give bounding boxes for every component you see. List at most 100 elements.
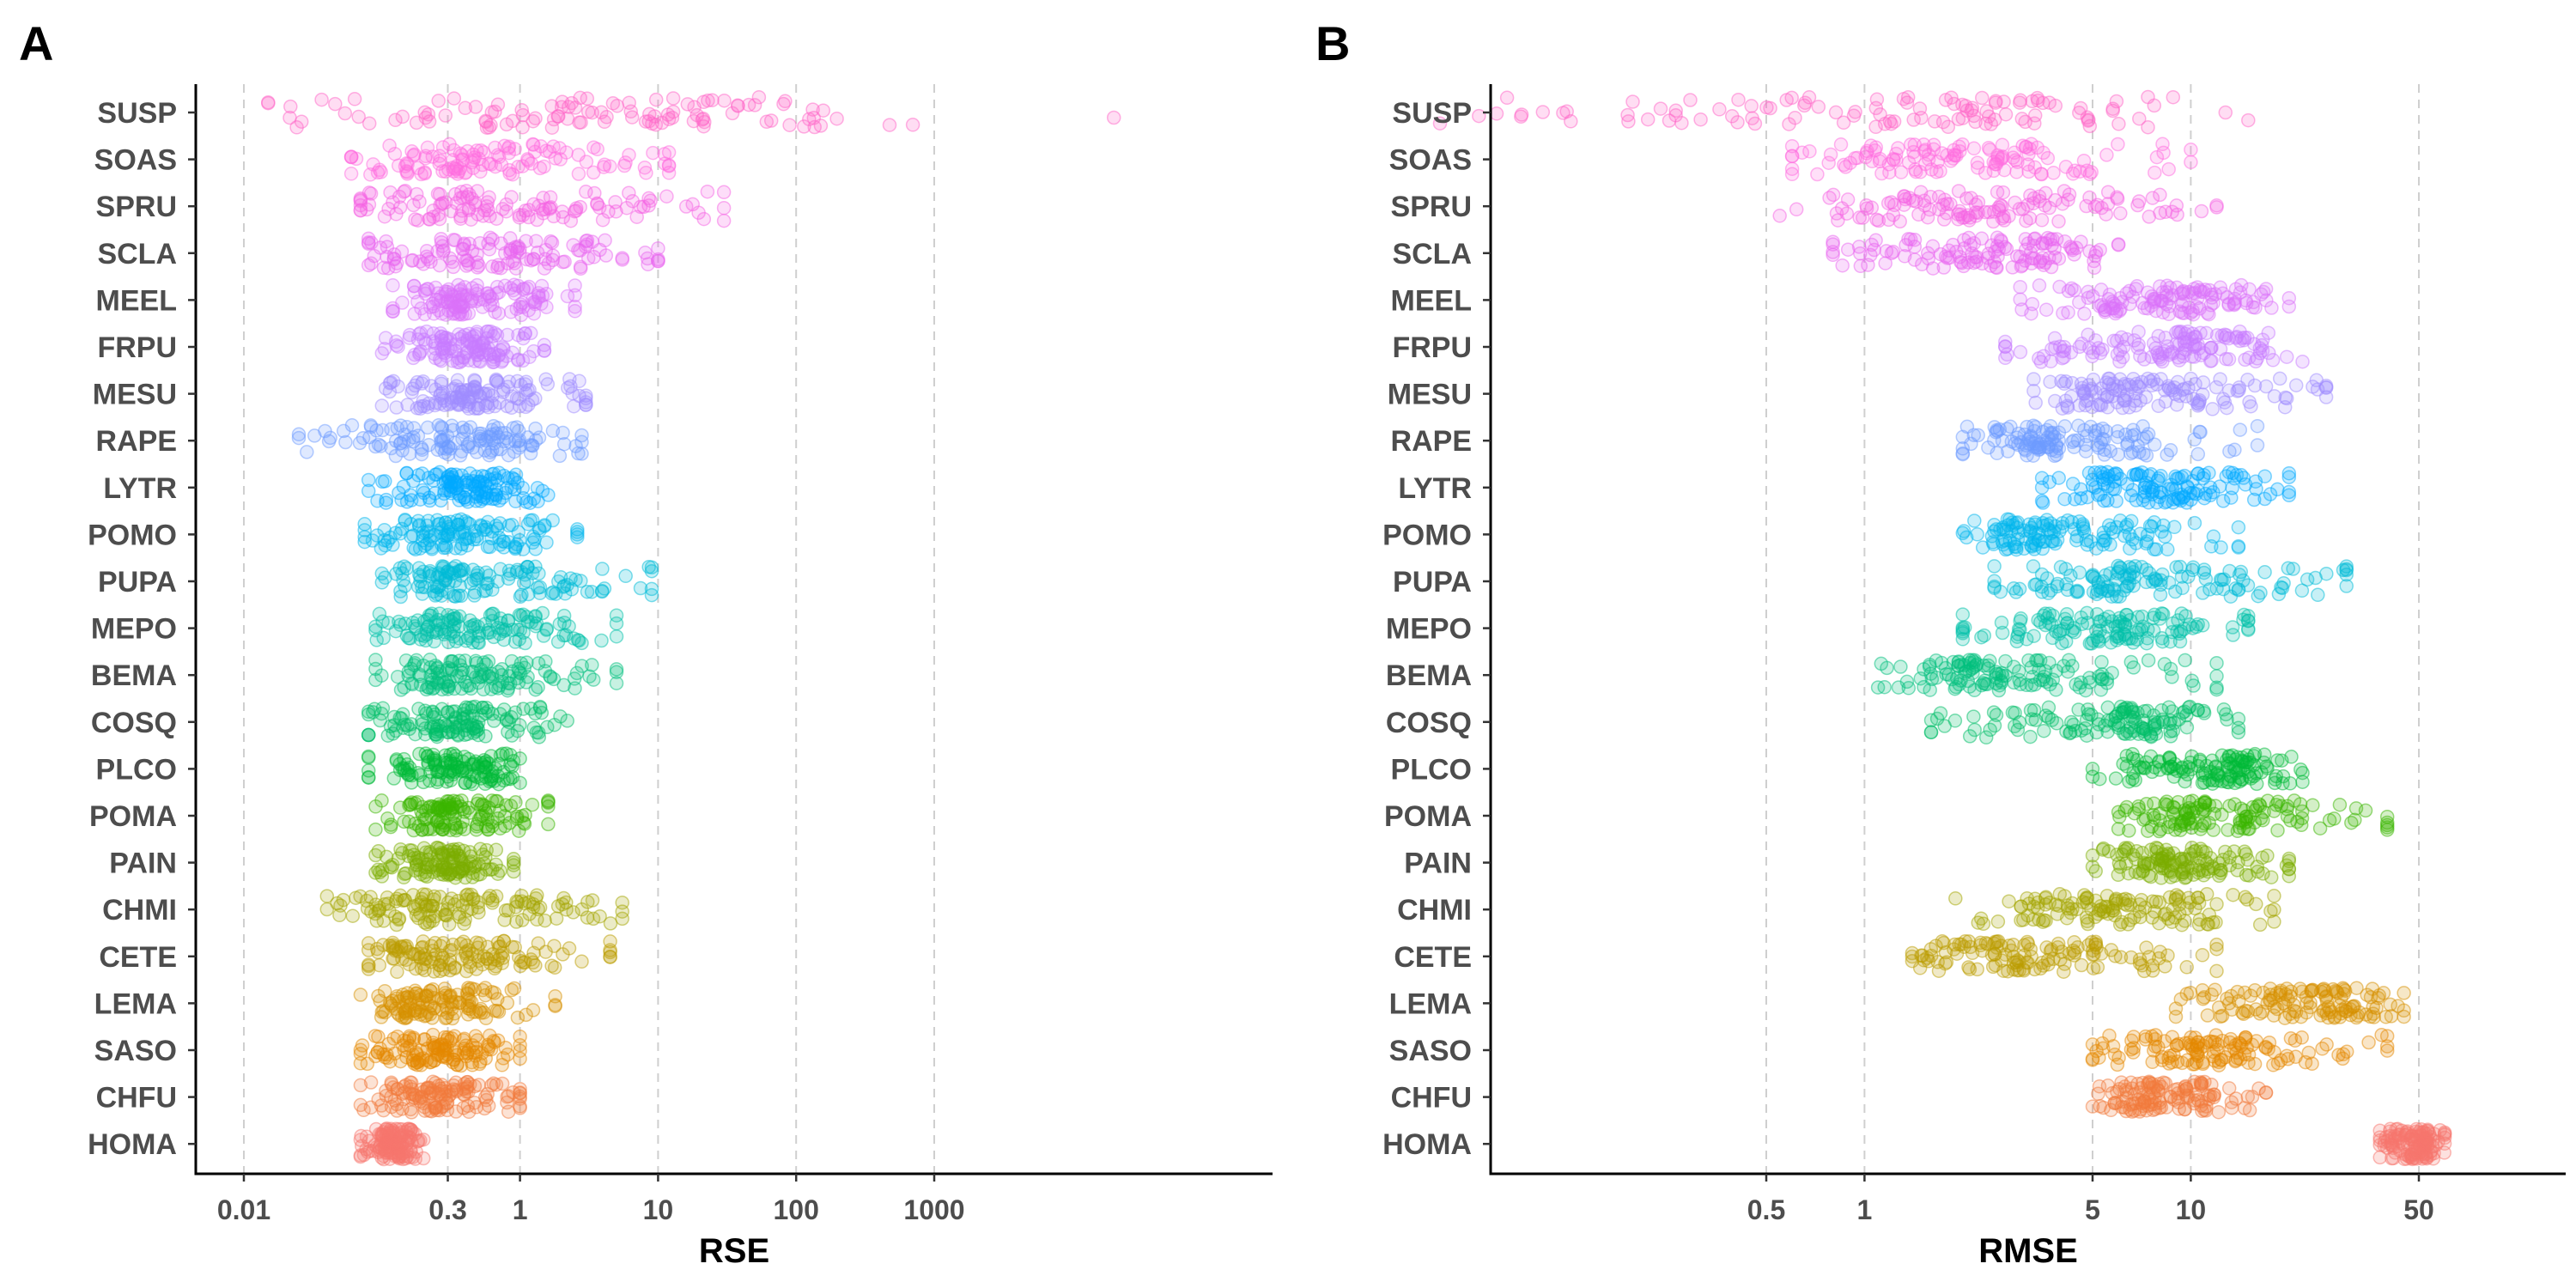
data-point — [396, 1103, 409, 1115]
data-point — [525, 953, 538, 966]
data-point — [2111, 448, 2124, 461]
data-point — [469, 197, 482, 210]
data-point — [510, 566, 523, 579]
data-point — [494, 562, 507, 575]
data-point — [701, 185, 714, 198]
data-point — [1902, 233, 1915, 246]
data-point — [2026, 713, 2038, 726]
data-point — [452, 518, 465, 531]
category-label: SPRU — [96, 191, 177, 223]
data-point — [516, 914, 529, 927]
data-point — [362, 705, 375, 718]
data-point — [1957, 259, 1970, 272]
data-point — [399, 867, 412, 880]
data-point — [2102, 373, 2115, 386]
data-point — [2127, 423, 2140, 436]
data-point — [2222, 773, 2235, 786]
data-point — [346, 909, 359, 922]
data-point — [623, 149, 635, 161]
data-point — [485, 773, 498, 786]
data-point — [545, 959, 558, 972]
data-point — [401, 398, 414, 411]
data-point — [262, 97, 275, 110]
data-point — [2183, 701, 2196, 714]
data-point — [587, 141, 600, 154]
data-point — [2197, 705, 2210, 718]
data-point — [2123, 542, 2136, 555]
data-point — [1938, 720, 1951, 732]
data-point — [447, 92, 460, 105]
data-point — [372, 990, 385, 1003]
data-point — [2251, 590, 2264, 603]
data-point — [524, 439, 537, 452]
data-point — [2061, 617, 2074, 629]
data-point — [2081, 291, 2094, 304]
data-point — [2285, 750, 2298, 763]
data-point — [1626, 95, 1639, 108]
data-point — [376, 864, 389, 877]
data-point — [409, 948, 422, 961]
data-point — [2121, 436, 2134, 449]
data-point — [1988, 706, 2001, 719]
data-point — [619, 569, 632, 582]
data-point — [293, 432, 306, 445]
data-point — [349, 891, 362, 904]
data-point — [1826, 246, 1839, 258]
data-point — [499, 247, 512, 260]
data-point — [2050, 448, 2063, 461]
data-point — [2052, 215, 2065, 228]
data-point — [362, 751, 375, 764]
data-point — [472, 152, 485, 165]
data-point — [455, 393, 468, 406]
data-point — [406, 1054, 419, 1067]
data-point — [1902, 682, 1915, 695]
data-point — [1990, 677, 2002, 690]
data-point — [477, 669, 489, 682]
data-point — [431, 815, 444, 828]
data-point — [398, 1012, 411, 1024]
data-point — [320, 890, 333, 902]
data-point — [2022, 165, 2035, 178]
data-point — [554, 710, 567, 723]
data-point — [623, 96, 635, 109]
data-point — [1732, 94, 1745, 106]
data-point — [2180, 721, 2193, 734]
data-point — [1960, 420, 1973, 433]
category-label: COSQ — [91, 707, 177, 739]
data-point — [2196, 376, 2209, 389]
data-point — [2099, 720, 2111, 732]
data-point — [532, 681, 544, 694]
data-point — [437, 1100, 450, 1113]
data-point — [479, 1091, 492, 1103]
data-point — [2178, 623, 2190, 635]
data-point — [462, 944, 475, 957]
data-point — [508, 473, 521, 486]
data-point — [451, 1059, 464, 1072]
data-point — [2340, 580, 2353, 592]
data-point — [2221, 402, 2233, 415]
data-point — [398, 185, 411, 197]
data-point — [680, 200, 693, 213]
data-point — [2083, 245, 2096, 258]
data-point — [501, 615, 514, 628]
data-point — [2186, 475, 2199, 488]
x-tick-label: 100 — [774, 1194, 819, 1225]
data-point — [529, 112, 542, 125]
data-point — [2133, 112, 2146, 125]
data-point — [1991, 185, 2004, 198]
data-point — [1905, 138, 1917, 151]
data-point — [2039, 709, 2052, 722]
data-point — [516, 160, 529, 173]
data-point — [404, 518, 417, 531]
data-point — [527, 197, 540, 210]
data-point — [461, 679, 474, 692]
category-label: HOMA — [88, 1128, 177, 1161]
data-point — [2176, 581, 2189, 594]
data-point — [393, 562, 406, 574]
data-point — [497, 1052, 510, 1065]
data-point — [1923, 153, 1935, 166]
data-point — [2043, 96, 2056, 109]
category-label: PAIN — [109, 848, 177, 880]
panel-a: A SUSPSOASSPRUSCLAMEELFRPUMESURAPELYTRPO… — [19, 16, 1273, 1270]
data-point — [429, 383, 442, 396]
